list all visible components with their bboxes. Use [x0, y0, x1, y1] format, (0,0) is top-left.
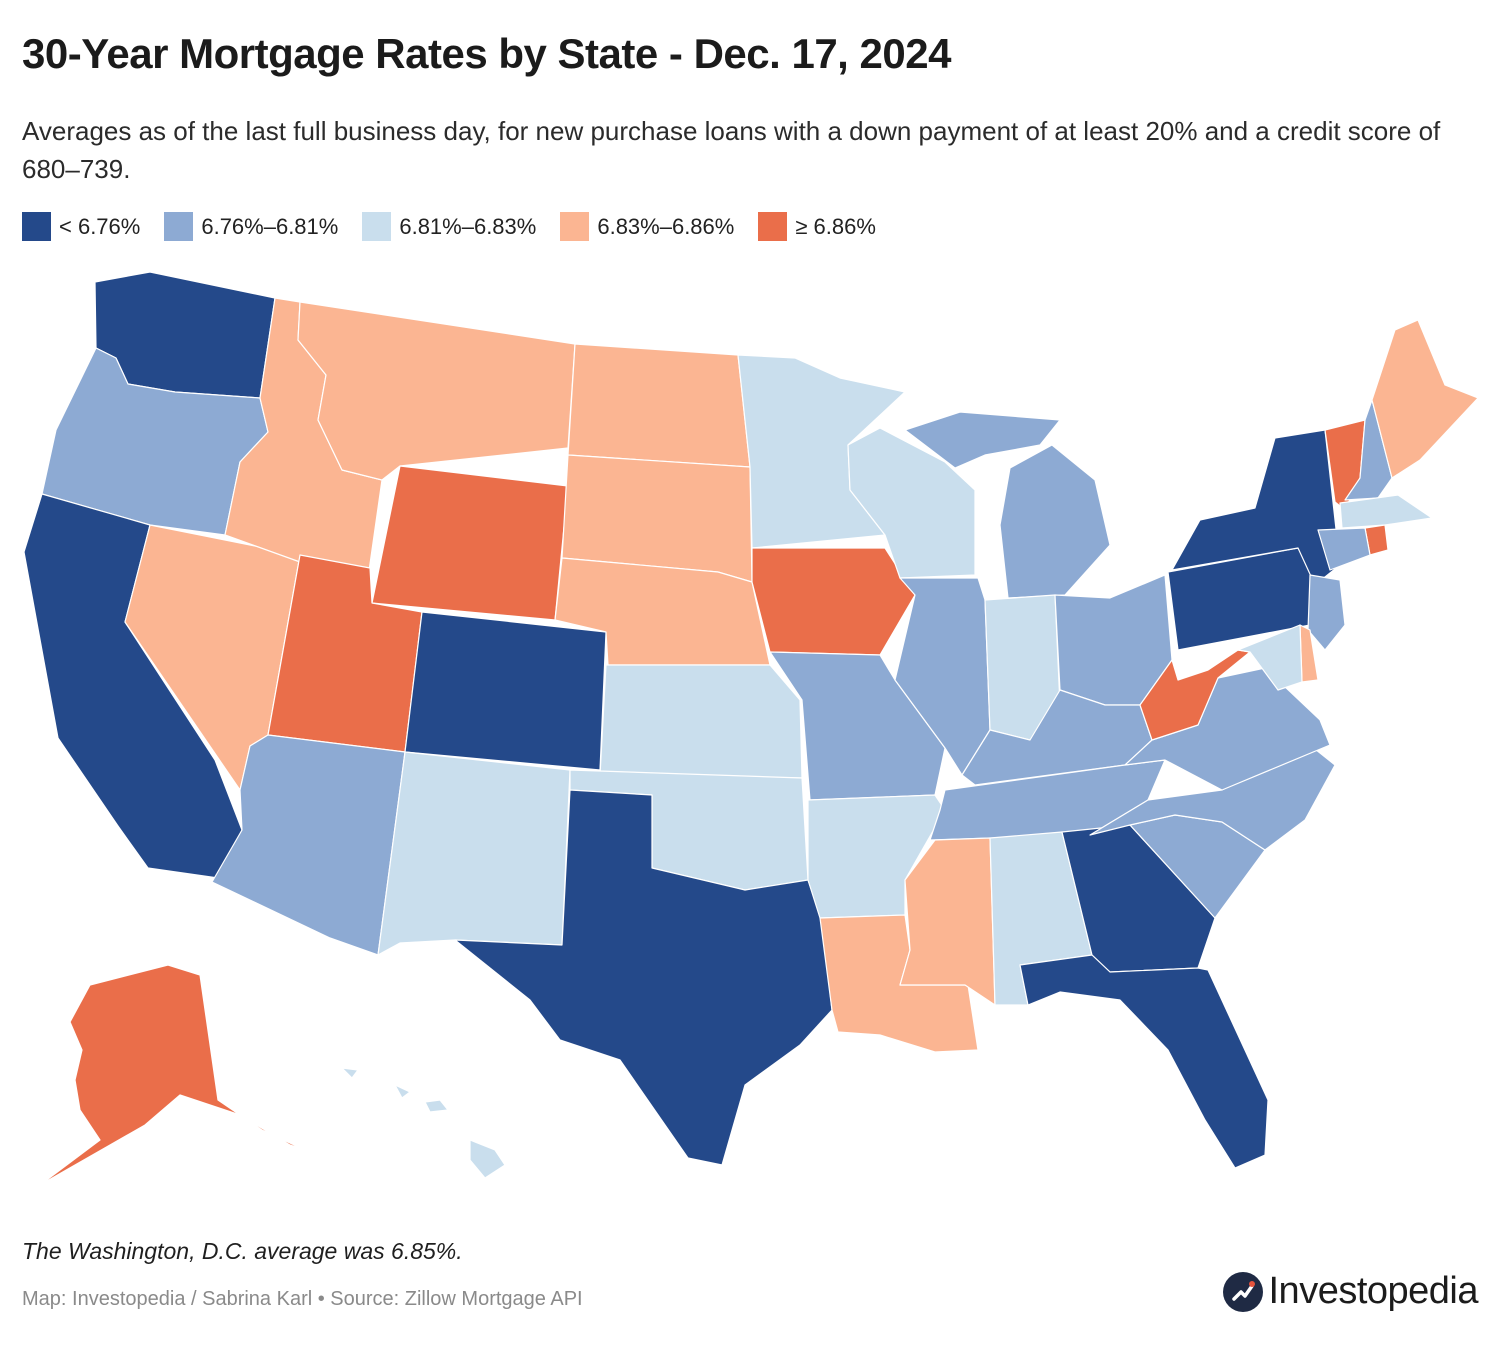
- legend-swatch: [362, 212, 392, 241]
- source-credit: Map: Investopedia / Sabrina Karl • Sourc…: [22, 1288, 583, 1310]
- investopedia-logo-icon: [1222, 1271, 1263, 1312]
- state-mt[interactable]: [297, 301, 576, 481]
- state-mi[interactable]: [904, 411, 1111, 599]
- chart-subtitle: Averages as of the last full business da…: [22, 116, 1441, 184]
- legend-item-bin-4: ≥ 6.86%: [758, 212, 876, 241]
- state-ia[interactable]: [751, 547, 916, 656]
- state-nj[interactable]: [1307, 574, 1346, 651]
- brand-name: Investopedia: [1268, 1270, 1479, 1312]
- legend-swatch: [560, 212, 590, 241]
- state-co[interactable]: [404, 611, 607, 771]
- state-ar[interactable]: [807, 794, 946, 919]
- state-tx[interactable]: [454, 789, 833, 1166]
- legend-swatch: [22, 212, 51, 241]
- legend-swatch: [758, 212, 788, 241]
- state-la[interactable]: [819, 914, 979, 1053]
- state-ma[interactable]: [1339, 494, 1433, 529]
- state-fl[interactable]: [1019, 954, 1269, 1169]
- legend-item-bin-0: < 6.76%: [22, 212, 140, 241]
- state-me[interactable]: [1371, 319, 1479, 479]
- state-wy[interactable]: [371, 465, 569, 621]
- state-nd[interactable]: [567, 343, 751, 468]
- legend-label: ≥ 6.86%: [795, 213, 876, 239]
- us-choropleth-map: [23, 271, 1479, 1186]
- legend-item-bin-3: 6.83%–6.86%: [560, 212, 734, 241]
- state-nc[interactable]: [1089, 744, 1336, 851]
- state-nm[interactable]: [377, 751, 571, 956]
- state-md[interactable]: [1237, 624, 1303, 691]
- state-ks[interactable]: [599, 664, 803, 779]
- state-ct[interactable]: [1317, 527, 1371, 571]
- legend: < 6.76% 6.76%–6.81% 6.81%–6.83% 6.83%–6.…: [22, 212, 900, 241]
- legend-label: 6.83%–6.86%: [597, 213, 735, 239]
- legend-item-bin-2: 6.81%–6.83%: [362, 212, 536, 241]
- legend-label: 6.81%–6.83%: [399, 213, 537, 239]
- legend-label: 6.76%–6.81%: [201, 213, 339, 239]
- legend-swatch: [164, 212, 194, 241]
- legend-label: < 6.76%: [59, 213, 141, 239]
- footnote-dc: The Washington, D.C. average was 6.85%.: [22, 1238, 463, 1264]
- brand: Investopedia: [1222, 1270, 1479, 1313]
- state-ak[interactable]: [39, 964, 306, 1186]
- state-wi[interactable]: [847, 427, 976, 579]
- legend-item-bin-1: 6.76%–6.81%: [164, 212, 338, 241]
- chart-title: 30-Year Mortgage Rates by State - Dec. 1…: [22, 30, 951, 77]
- state-hi[interactable]: [341, 1067, 506, 1179]
